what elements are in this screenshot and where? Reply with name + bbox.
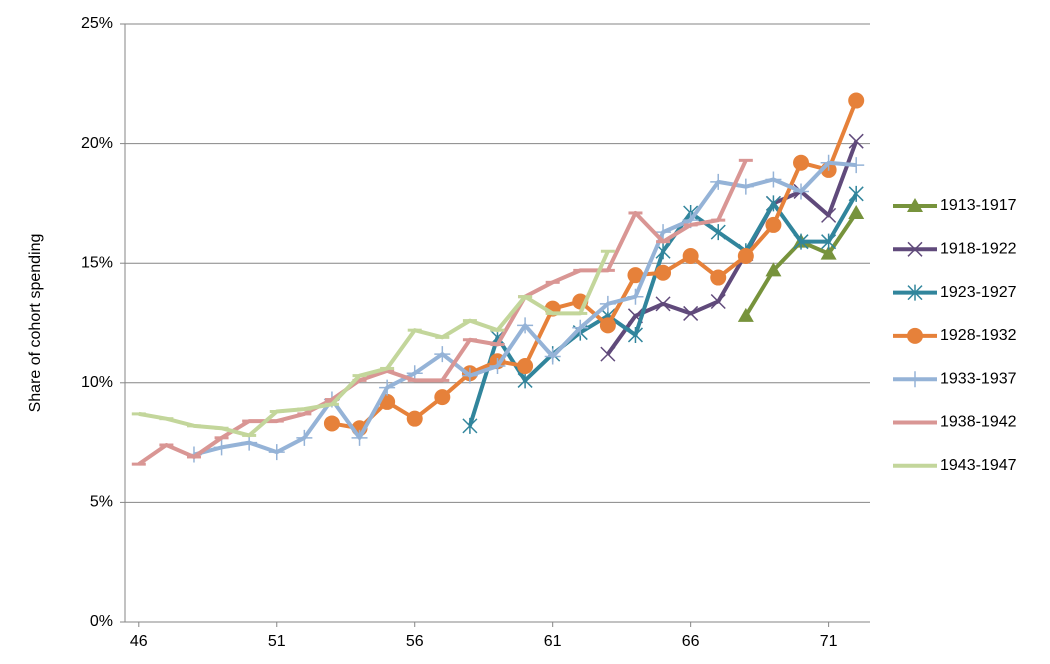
marker (710, 269, 727, 286)
y-tick-label: 10% (81, 374, 113, 391)
legend-marker (907, 327, 923, 344)
marker (434, 389, 451, 406)
series-line (137, 159, 748, 466)
marker (268, 444, 285, 461)
marker (765, 171, 782, 188)
marker (599, 317, 616, 334)
marker (821, 233, 837, 250)
marker (848, 204, 865, 219)
marker (655, 264, 672, 281)
marker (765, 216, 782, 233)
marker (627, 267, 644, 284)
series-line (606, 140, 859, 356)
marker (820, 154, 837, 171)
y-tick-label: 20% (81, 135, 113, 152)
legend-marker (907, 198, 923, 212)
y-axis-label: Share of cohort spending (27, 234, 44, 413)
marker (517, 372, 533, 389)
x-tick-label: 66 (682, 633, 700, 650)
marker (765, 262, 782, 277)
x-tick-label: 46 (130, 633, 148, 650)
marker (517, 317, 534, 334)
y-tick-label: 25% (81, 15, 113, 32)
marker (351, 429, 368, 446)
marker (296, 429, 313, 446)
marker (406, 410, 423, 427)
marker (489, 358, 506, 375)
marker (848, 185, 864, 202)
marker (572, 319, 589, 336)
marker (737, 178, 754, 195)
marker (821, 207, 837, 223)
marker (627, 288, 644, 305)
legend-label: 1923-1927 (940, 284, 1017, 301)
x-tick-label: 56 (406, 633, 424, 650)
marker (434, 346, 451, 363)
marker (710, 173, 727, 190)
marker (600, 346, 616, 362)
legend-label: 1933-1937 (940, 370, 1017, 387)
marker (820, 245, 837, 260)
y-tick-label: 5% (90, 494, 113, 511)
series-line (744, 211, 858, 317)
marker (710, 224, 726, 241)
legend-marker (907, 371, 923, 388)
marker (848, 133, 864, 149)
marker (655, 296, 671, 312)
marker (599, 295, 616, 312)
marker (737, 248, 754, 265)
marker (461, 367, 478, 384)
marker (793, 183, 810, 200)
legend-label: 1938-1942 (940, 414, 1017, 431)
x-tick-label: 61 (544, 633, 562, 650)
marker (682, 248, 699, 265)
marker (655, 224, 672, 241)
legend-label: 1918-1922 (940, 241, 1017, 258)
marker (710, 293, 726, 310)
marker (213, 439, 230, 456)
y-tick-label: 0% (90, 613, 113, 630)
marker (683, 305, 699, 321)
marker (793, 154, 810, 171)
x-tick-label: 51 (268, 633, 286, 650)
marker (765, 195, 781, 212)
legend-label: 1943-1947 (940, 457, 1017, 474)
marker (544, 348, 561, 365)
marker (737, 307, 754, 322)
legend-label: 1913-1917 (940, 197, 1017, 214)
marker (627, 326, 643, 343)
legend-label: 1928-1932 (940, 327, 1017, 344)
legend-marker (907, 284, 923, 301)
legend-marker (907, 241, 923, 257)
marker (848, 92, 865, 109)
marker (517, 358, 534, 375)
marker (379, 379, 396, 396)
y-tick-label: 15% (81, 254, 113, 271)
x-tick-label: 71 (820, 633, 838, 650)
marker (848, 157, 865, 174)
marker (323, 415, 340, 432)
marker (793, 233, 809, 250)
marker (462, 417, 478, 434)
